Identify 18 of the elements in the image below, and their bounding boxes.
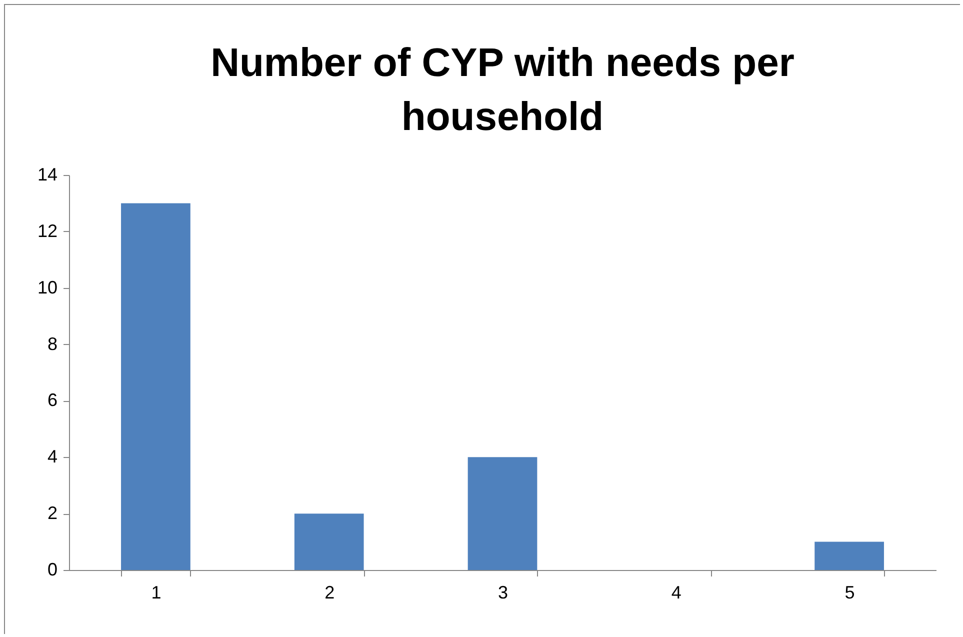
chart-title: Number of CYP with needs per household [210, 41, 794, 139]
y-tick-label: 0 [47, 560, 58, 580]
x-tick-label: 2 [324, 582, 335, 602]
x-tick-label: 1 [151, 582, 162, 602]
x-tick-label: 3 [498, 582, 508, 602]
y-tick-label: 4 [47, 446, 58, 467]
bar [294, 514, 364, 570]
bar [468, 457, 538, 570]
y-tick-label: 6 [47, 390, 58, 410]
x-tick-label: 4 [671, 582, 682, 602]
y-tick-label: 8 [47, 334, 58, 354]
y-tick-label: 12 [37, 220, 58, 241]
y-tick-label: 14 [37, 164, 58, 184]
x-tick-label: 5 [844, 582, 855, 602]
bar [121, 203, 190, 570]
bar [814, 542, 884, 570]
y-tick-label: 2 [47, 503, 58, 524]
y-tick-label: 10 [37, 277, 58, 298]
